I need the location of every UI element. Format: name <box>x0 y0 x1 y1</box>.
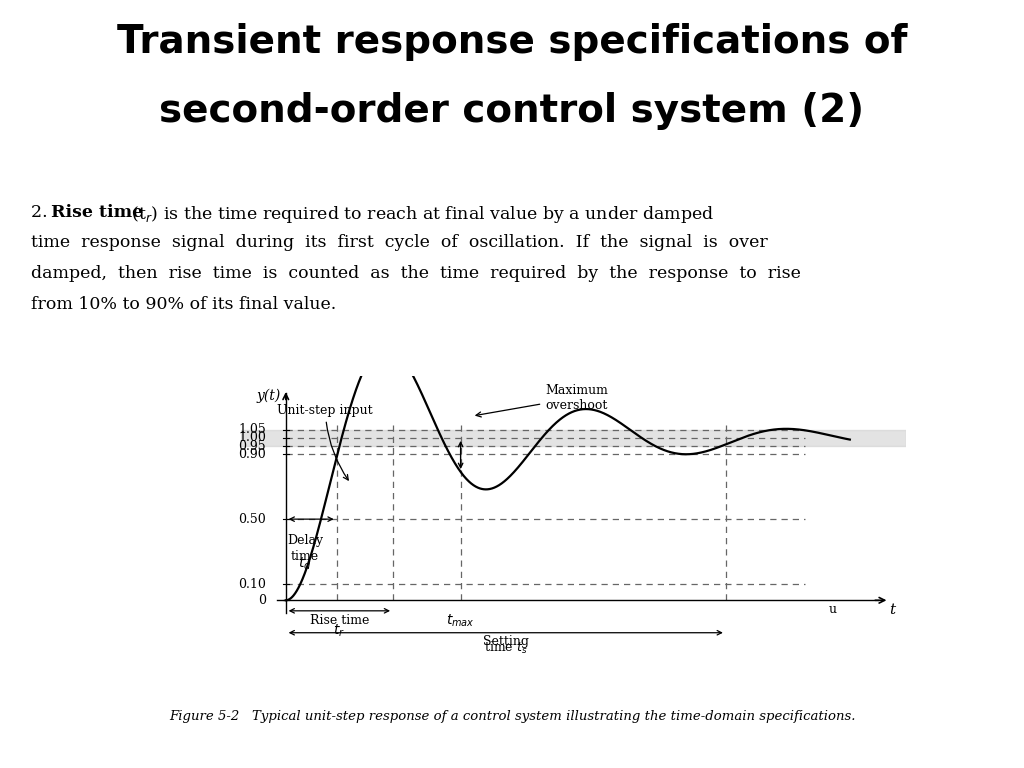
Text: Unit-step input: Unit-step input <box>278 404 373 480</box>
Text: time $t_s$: time $t_s$ <box>484 640 527 656</box>
Text: y(t): y(t) <box>257 389 281 403</box>
Text: $t_r$: $t_r$ <box>334 622 345 638</box>
Text: Rise time: Rise time <box>309 614 369 627</box>
Text: t: t <box>889 603 895 617</box>
Text: Maximum
overshoot: Maximum overshoot <box>476 384 608 417</box>
Text: 2.: 2. <box>31 204 53 220</box>
Text: from 10% to 90% of its final value.: from 10% to 90% of its final value. <box>31 296 336 313</box>
Bar <box>241 430 906 446</box>
Text: time  response  signal  during  its  first  cycle  of  oscillation.  If  the  si: time response signal during its first cy… <box>31 234 767 251</box>
Text: u: u <box>828 603 837 616</box>
Text: 0.95: 0.95 <box>239 439 266 452</box>
Text: 0.90: 0.90 <box>239 448 266 461</box>
Text: 1.05: 1.05 <box>239 423 266 436</box>
Text: second-order control system (2): second-order control system (2) <box>160 92 864 130</box>
Text: $t_{max}$: $t_{max}$ <box>446 612 475 629</box>
Text: 1.00: 1.00 <box>239 432 266 445</box>
Text: (t$_r$) is the time required to reach at final value by a under damped: (t$_r$) is the time required to reach at… <box>126 204 714 224</box>
Text: damped,  then  rise  time  is  counted  as  the  time  required  by  the  respon: damped, then rise time is counted as the… <box>31 265 801 282</box>
Text: $t_d$: $t_d$ <box>298 555 312 572</box>
Text: Delay
time: Delay time <box>287 534 324 563</box>
Text: Figure 5-2   Typical unit-step response of a control system illustrating the tim: Figure 5-2 Typical unit-step response of… <box>169 710 855 723</box>
Text: 0.50: 0.50 <box>239 512 266 525</box>
Text: 0.10: 0.10 <box>239 578 266 591</box>
Text: Setting: Setting <box>482 635 528 648</box>
Text: Rise time: Rise time <box>51 204 143 220</box>
Text: 0: 0 <box>258 594 266 607</box>
Text: Transient response specifications of: Transient response specifications of <box>117 23 907 61</box>
